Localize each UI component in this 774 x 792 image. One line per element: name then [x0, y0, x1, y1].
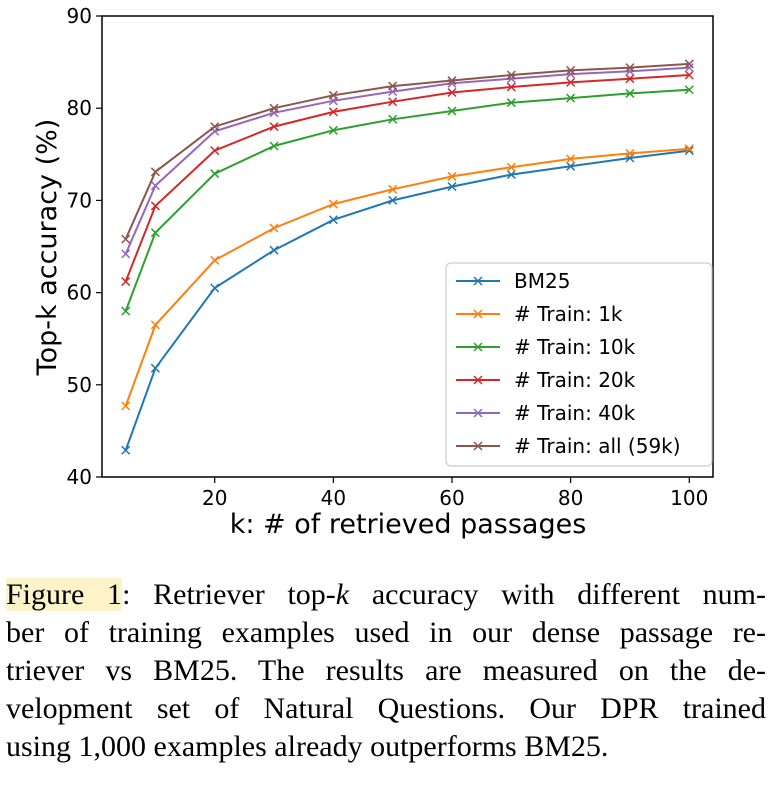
data-point-train-20k	[447, 87, 457, 98]
legend-box	[445, 262, 713, 467]
legend-marker	[473, 408, 483, 418]
legend-entry: # Train: 40k	[514, 401, 636, 425]
data-point-train-20k	[210, 146, 220, 156]
legend-marker	[473, 309, 483, 319]
data-point-train-20k	[150, 201, 160, 211]
data-point-train-1k	[447, 171, 457, 181]
data-point-train-all-59k	[506, 70, 516, 80]
caption-line-3: triever vs BM25. The results are measure…	[6, 654, 766, 687]
data-point-train-20k	[121, 277, 131, 287]
data-point-bm25	[328, 215, 338, 225]
data-point-train-1k	[684, 144, 694, 154]
data-point-train-all-59k	[269, 103, 279, 113]
x-tick-label: 100	[670, 486, 708, 510]
data-point-bm25	[388, 195, 398, 205]
x-tick-label: 60	[439, 486, 464, 510]
data-point-train-all-59k	[625, 63, 635, 73]
data-point-train-all-59k	[121, 234, 131, 244]
y-axis-label: Top-k accuracy (%)	[32, 119, 63, 377]
data-point-train-10k	[388, 114, 398, 124]
legend-entry: # Train: 1k	[514, 302, 623, 326]
y-tick-label: 70	[67, 188, 92, 212]
y-tick-label: 40	[67, 465, 92, 489]
legend: BM25 # Train: 1k # Train: 10k # Train: 20k #…	[445, 262, 713, 467]
caption-line-4: velopment set of Natural Questions. Our …	[6, 692, 766, 725]
x-axis-label: k: # of retrieved passages	[230, 509, 587, 540]
data-point-train-20k	[506, 82, 516, 92]
data-point-train-1k	[150, 320, 160, 330]
data-point-train-10k	[506, 98, 516, 108]
data-point-train-10k	[566, 93, 576, 103]
figure-caption: Figure 1: Retriever top-k accuracy with …	[6, 576, 766, 766]
data-point-bm25	[121, 445, 131, 455]
legend-entry: BM25	[514, 269, 570, 293]
data-point-train-1k	[328, 199, 338, 209]
caption-italic-k: k	[335, 578, 350, 611]
data-point-train-all-59k	[210, 122, 220, 132]
data-point-train-1k	[566, 154, 576, 164]
data-point-train-1k	[506, 162, 516, 172]
data-point-train-10k	[447, 106, 457, 116]
data-point-train-1k	[210, 255, 220, 265]
data-point-train-10k	[121, 306, 131, 316]
legend-marker	[473, 276, 483, 286]
data-point-train-20k	[566, 77, 576, 87]
caption-text: accuracy with different num-	[349, 578, 766, 611]
data-point-train-all-59k	[447, 76, 457, 86]
data-point-train-all-59k	[388, 81, 398, 91]
caption-line-1: Figure 1: Retriever top-k accuracy with …	[6, 576, 766, 614]
data-point-train-10k	[328, 125, 338, 135]
figure-label: Figure 1	[6, 578, 123, 611]
x-tick-label: 20	[202, 486, 227, 510]
plot-frame	[101, 15, 714, 478]
caption-line-2: ber of training examples used in our den…	[6, 616, 766, 649]
x-tick-label: 40	[321, 486, 346, 510]
legend-marker	[473, 342, 483, 352]
data-point-train-all-59k	[684, 59, 694, 69]
data-point-train-20k	[388, 97, 398, 107]
line-chart: 20 40 60 80 100 40 50 60 70 80 90 k: # of retrieve…	[32, 4, 714, 540]
axis-ticks: 20 40 60 80 100 40 50 60 70 80 90	[67, 4, 709, 510]
data-point-train-all-59k	[328, 90, 338, 100]
data-point-train-10k	[150, 228, 160, 238]
data-point-train-all-59k	[150, 167, 160, 177]
legend-entry: # Train: 20k	[514, 368, 636, 392]
data-point-train-20k	[328, 107, 338, 117]
data-point-train-10k	[210, 169, 220, 179]
legend-marker	[473, 441, 483, 451]
data-point-bm25	[684, 146, 694, 156]
data-point-bm25	[210, 283, 220, 293]
y-tick-label: 90	[67, 4, 92, 28]
data-point-train-1k	[269, 223, 279, 233]
y-tick-label: 60	[67, 281, 92, 305]
legend-entry: # Train: all (59k)	[514, 434, 681, 458]
data-point-bm25	[566, 161, 576, 171]
data-point-train-20k	[684, 70, 694, 80]
data-point-bm25	[150, 363, 160, 373]
data-point-train-all-59k	[566, 65, 576, 75]
legend-entry: # Train: 10k	[514, 335, 636, 359]
x-tick-label: 80	[558, 486, 583, 510]
data-point-train-10k	[625, 88, 635, 98]
data-point-train-40k	[121, 249, 131, 259]
data-point-bm25	[447, 182, 457, 192]
data-point-train-1k	[121, 401, 131, 411]
data-point-train-10k	[684, 85, 694, 95]
data-point-train-20k	[625, 74, 635, 84]
data-point-train-20k	[269, 122, 279, 132]
y-tick-label: 80	[67, 96, 92, 120]
data-point-train-10k	[269, 141, 279, 151]
legend-marker	[473, 375, 483, 385]
data-point-bm25	[506, 170, 516, 180]
data-point-train-1k	[388, 184, 398, 194]
data-point-train-40k	[150, 181, 160, 191]
data-point-bm25	[269, 245, 279, 255]
y-tick-label: 50	[67, 373, 92, 397]
data-point-train-1k	[625, 148, 635, 158]
caption-line-5: using 1,000 examples already outperforms…	[6, 730, 609, 763]
caption-text: : Retriever top-	[122, 578, 336, 611]
